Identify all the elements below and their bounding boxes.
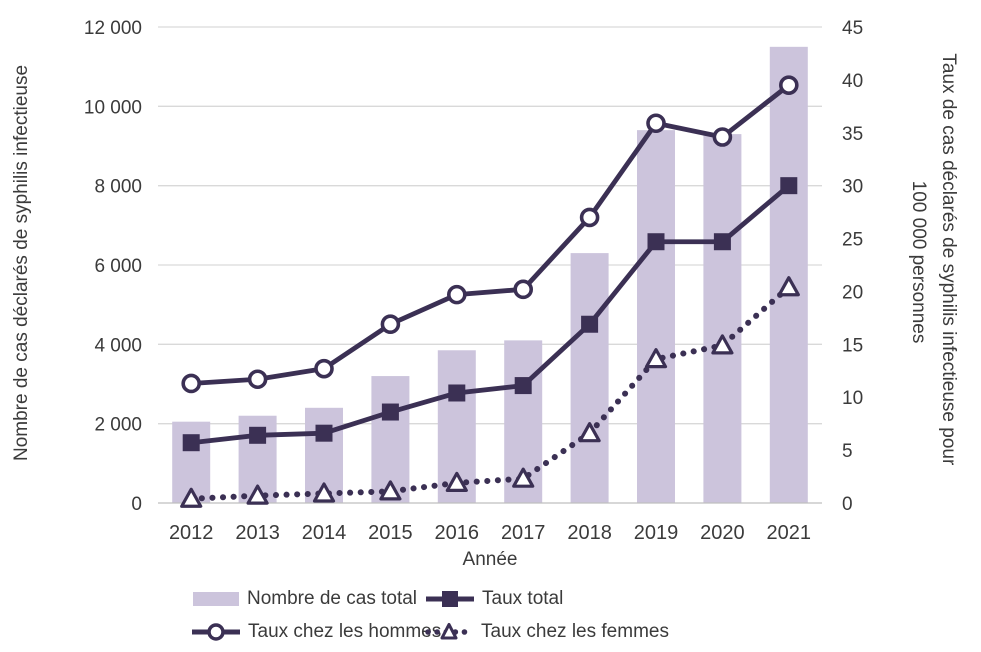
marker-circle-2021 <box>778 75 799 95</box>
right-tick-label: 0 <box>842 494 853 515</box>
marker-circle-2013 <box>247 369 268 390</box>
bar-swatch-icon <box>193 592 239 606</box>
marker-triangle-2014 <box>312 482 336 503</box>
x-tick-label-2014: 2014 <box>302 522 347 544</box>
marker-triangle-2013 <box>246 484 269 505</box>
left-tick-label: 10 000 <box>84 97 142 118</box>
legend-item-taux-hommes: Taux chez les hommes <box>192 620 441 644</box>
right-tick-label: 25 <box>842 230 863 251</box>
markers-group <box>180 75 800 508</box>
marker-square-2017 <box>514 377 532 395</box>
right-tick-label: 40 <box>842 71 863 92</box>
marker-triangle-2017 <box>512 467 535 488</box>
marker-square-2013 <box>249 426 267 444</box>
legend-item-taux-total: Taux total <box>426 587 563 611</box>
marker-square-2019 <box>647 233 665 251</box>
legend-label-nombre-de-cas-total: Nombre de cas total <box>247 588 418 609</box>
left-axis-title: Nombre de cas déclarés de syphilis infec… <box>11 65 32 461</box>
left-tick-label: 8 000 <box>94 177 142 198</box>
marker-triangle-2012 <box>180 487 203 508</box>
bar-2019 <box>637 130 675 503</box>
marker-circle-2012 <box>181 373 201 394</box>
marker-circle-2016 <box>446 284 467 305</box>
x-tick-label-2012: 2012 <box>169 522 214 544</box>
marker-square-2012 <box>182 434 200 452</box>
right-tick-label: 15 <box>842 335 863 356</box>
left-tick-label: 12 000 <box>84 18 142 39</box>
left-tick-label: 2 000 <box>94 415 142 436</box>
marker-triangle-2020 <box>711 334 734 355</box>
marker-triangle-2015 <box>379 480 402 501</box>
right-axis-title-line2: 100 000 personnes <box>908 181 929 344</box>
marker-triangle-2021 <box>777 276 800 297</box>
right-axis-title-line1: Taux de cas déclarés de syphilis infecti… <box>938 53 959 466</box>
line-taux-hommes <box>191 83 791 386</box>
marker-square-2014 <box>315 424 333 442</box>
right-tick-label: 5 <box>842 441 853 462</box>
marker-circle-2014 <box>314 358 334 379</box>
marker-circle-2020 <box>712 127 733 147</box>
legend-label-taux-total: Taux total <box>482 588 564 609</box>
bar-2020 <box>703 134 742 503</box>
marker-square-2015 <box>381 403 399 421</box>
legend-label-taux-femmes: Taux chez les femmes <box>481 621 669 642</box>
lines-group <box>188 83 792 502</box>
left-tick-label: 4 000 <box>94 335 142 356</box>
x-tick-label-2013: 2013 <box>235 522 280 544</box>
marker-circle-2017 <box>513 279 534 300</box>
marker-square-2020 <box>713 233 731 251</box>
right-tick-label: 10 <box>842 388 863 409</box>
marker-square-2021 <box>780 177 798 195</box>
right-tick-label: 30 <box>842 177 863 198</box>
chart-canvas: Nombre de cas déclarés de syphilis infec… <box>11 18 959 570</box>
bar-2018 <box>570 253 609 503</box>
legend-item-nombre-de-cas-total: Nombre de cas total <box>193 587 417 611</box>
marker-square-2018 <box>581 315 599 333</box>
bar-2021 <box>769 46 808 503</box>
marker-circle-2018 <box>579 207 600 228</box>
x-tick-label-2021: 2021 <box>767 522 812 544</box>
right-tick-label: 20 <box>842 282 863 303</box>
right-tick-label: 35 <box>842 124 863 145</box>
marker-circle-2015 <box>380 314 401 335</box>
right-axis-title: Taux de cas déclarés de syphilis infecti… <box>908 53 959 470</box>
marker-triangle-2018 <box>578 422 601 443</box>
x-tick-label-2015: 2015 <box>368 522 413 544</box>
x-tick-label-2018: 2018 <box>567 522 612 544</box>
left-tick-label: 6 000 <box>94 256 142 277</box>
left-tick-label: 0 <box>131 494 142 515</box>
x-tick-label-2016: 2016 <box>435 522 480 544</box>
tick-labels-group: 0 2 000 4 000 6 000 8 000 10 000 12 000 0 5 10 15 2… <box>84 18 863 544</box>
circle-line-swatch-icon <box>192 623 240 641</box>
marker-circle-2019 <box>646 113 666 134</box>
x-tick-label-2020: 2020 <box>700 522 745 544</box>
x-tick-label-2019: 2019 <box>634 522 679 544</box>
marker-square-2016 <box>448 384 466 402</box>
x-axis-title: Année <box>463 549 518 570</box>
square-line-swatch-icon <box>426 591 474 607</box>
line-taux-femmes <box>188 284 792 502</box>
right-tick-label: 45 <box>842 18 863 39</box>
marker-triangle-2016 <box>445 471 468 493</box>
x-tick-label-2017: 2017 <box>501 522 546 544</box>
triangle-dotted-swatch-icon <box>425 623 473 640</box>
line-taux-total <box>190 183 791 446</box>
marker-triangle-2019 <box>644 348 668 369</box>
legend-item-taux-femmes: Taux chez les femmes <box>425 620 669 644</box>
legend-label-taux-hommes: Taux chez les hommes <box>248 621 442 642</box>
